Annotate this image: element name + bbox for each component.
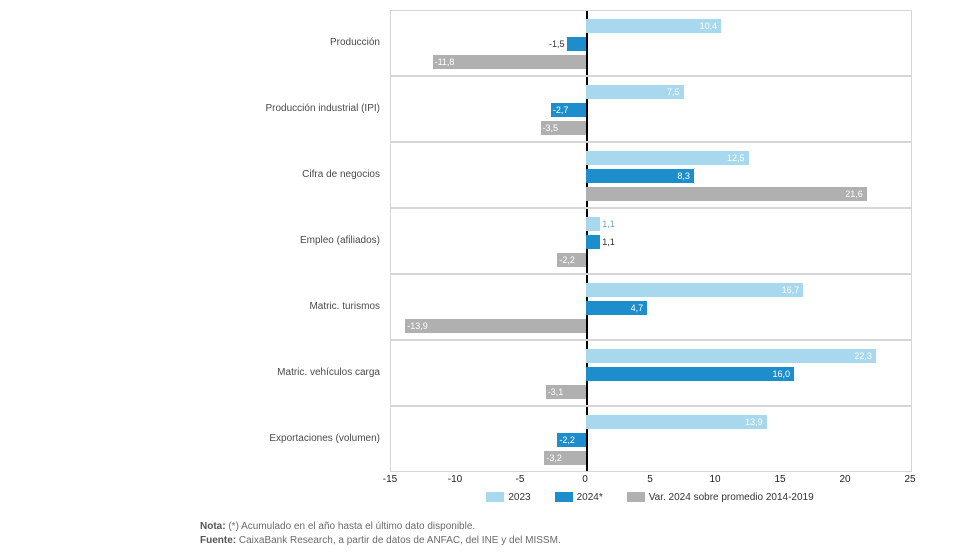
category-label: Matric. vehículos carga — [0, 367, 380, 378]
bar-value: -2,2 — [559, 253, 575, 267]
legend-label: 2024* — [577, 492, 603, 503]
bar-s2023 — [586, 283, 803, 297]
x-axis: -15-10-50510152025 — [390, 472, 910, 490]
legend-item: 2024* — [555, 492, 603, 503]
category-group: 16,7 4,7 -13,9 — [391, 274, 911, 340]
chart-container: 10,4-1,5-11,87,5-2,7-3,512,58,321,61,11,… — [0, 0, 980, 560]
category-label: Cifra de negocios — [0, 169, 380, 180]
plot-area: 10,4-1,5-11,87,5-2,7-3,512,58,321,61,11,… — [390, 10, 912, 472]
footnotes: Nota: (*) Acumulado en el año hasta el ú… — [200, 520, 561, 547]
legend-swatch — [627, 492, 645, 502]
x-tick: -5 — [516, 474, 525, 485]
bar-svar — [586, 187, 867, 201]
bar-s2024 — [586, 235, 600, 249]
bar-value: -3,2 — [546, 451, 562, 465]
bar-value: -1,5 — [549, 37, 565, 51]
x-tick: -10 — [448, 474, 462, 485]
legend-swatch — [486, 492, 504, 502]
bar-value: 4,7 — [631, 301, 646, 315]
legend-label: Var. 2024 sobre promedio 2014-2019 — [649, 492, 814, 503]
legend: 2023 2024* Var. 2024 sobre promedio 2014-2… — [390, 492, 910, 503]
bar-value: 12,5 — [727, 151, 747, 165]
bar-value: -3,1 — [548, 385, 564, 399]
nota-text: (*) Acumulado en el año hasta el último … — [226, 521, 476, 532]
bar-value: 8,3 — [677, 169, 692, 183]
bar-value: -13,9 — [407, 319, 428, 333]
legend-item: Var. 2024 sobre promedio 2014-2019 — [627, 492, 814, 503]
bar-s2023 — [586, 349, 876, 363]
bar-value: 22,3 — [854, 349, 874, 363]
bar-value: 1,1 — [602, 217, 617, 231]
bar-s2024 — [567, 37, 587, 51]
category-label: Empleo (afiliados) — [0, 235, 380, 246]
legend-item: 2023 — [486, 492, 530, 503]
category-group: 7,5 -2,7 -3,5 — [391, 76, 911, 142]
category-group: 13,9 -2,2 -3,2 — [391, 406, 911, 472]
bar-value: 7,5 — [667, 85, 682, 99]
bar-s2023 — [586, 217, 600, 231]
legend-swatch — [555, 492, 573, 502]
legend-label: 2023 — [508, 492, 530, 503]
bar-value: 13,9 — [745, 415, 765, 429]
category-group: 12,5 8,3 21,6 — [391, 142, 911, 208]
category-label: Producción — [0, 37, 380, 48]
x-tick: 25 — [904, 474, 915, 485]
bar-value: -11,8 — [435, 55, 455, 69]
bar-value: 16,0 — [772, 367, 792, 381]
bar-s2023 — [586, 151, 749, 165]
x-tick: 5 — [647, 474, 653, 485]
bar-svar — [433, 55, 586, 69]
bar-value: -3,5 — [543, 121, 559, 135]
bar-value: 1,1 — [602, 235, 617, 249]
category-group: 1,1 1,1 -2,2 — [391, 208, 911, 274]
bar-value: -2,2 — [559, 433, 575, 447]
bar-s2023 — [586, 415, 767, 429]
bar-value: 16,7 — [782, 283, 802, 297]
category-label: Matric. turismos — [0, 301, 380, 312]
category-group: 22,3 16,0 -3,1 — [391, 340, 911, 406]
x-tick: 15 — [774, 474, 785, 485]
category-label: Producción industrial (IPI) — [0, 103, 380, 114]
fuente-label: Fuente: — [200, 535, 236, 546]
fuente-text: CaixaBank Research, a partir de datos de… — [236, 535, 561, 546]
x-tick: 20 — [839, 474, 850, 485]
category-group: 10,4 -1,5 -11,8 — [391, 10, 911, 76]
x-tick: -15 — [383, 474, 397, 485]
category-label: Exportaciones (volumen) — [0, 433, 380, 444]
bar-s2024 — [586, 367, 794, 381]
x-tick: 0 — [582, 474, 588, 485]
nota-label: Nota: — [200, 521, 226, 532]
bar-svar — [405, 319, 586, 333]
bar-value: -2,7 — [553, 103, 569, 117]
bar-value: 21,6 — [845, 187, 865, 201]
x-tick: 10 — [709, 474, 720, 485]
bar-value: 10,4 — [700, 19, 720, 33]
